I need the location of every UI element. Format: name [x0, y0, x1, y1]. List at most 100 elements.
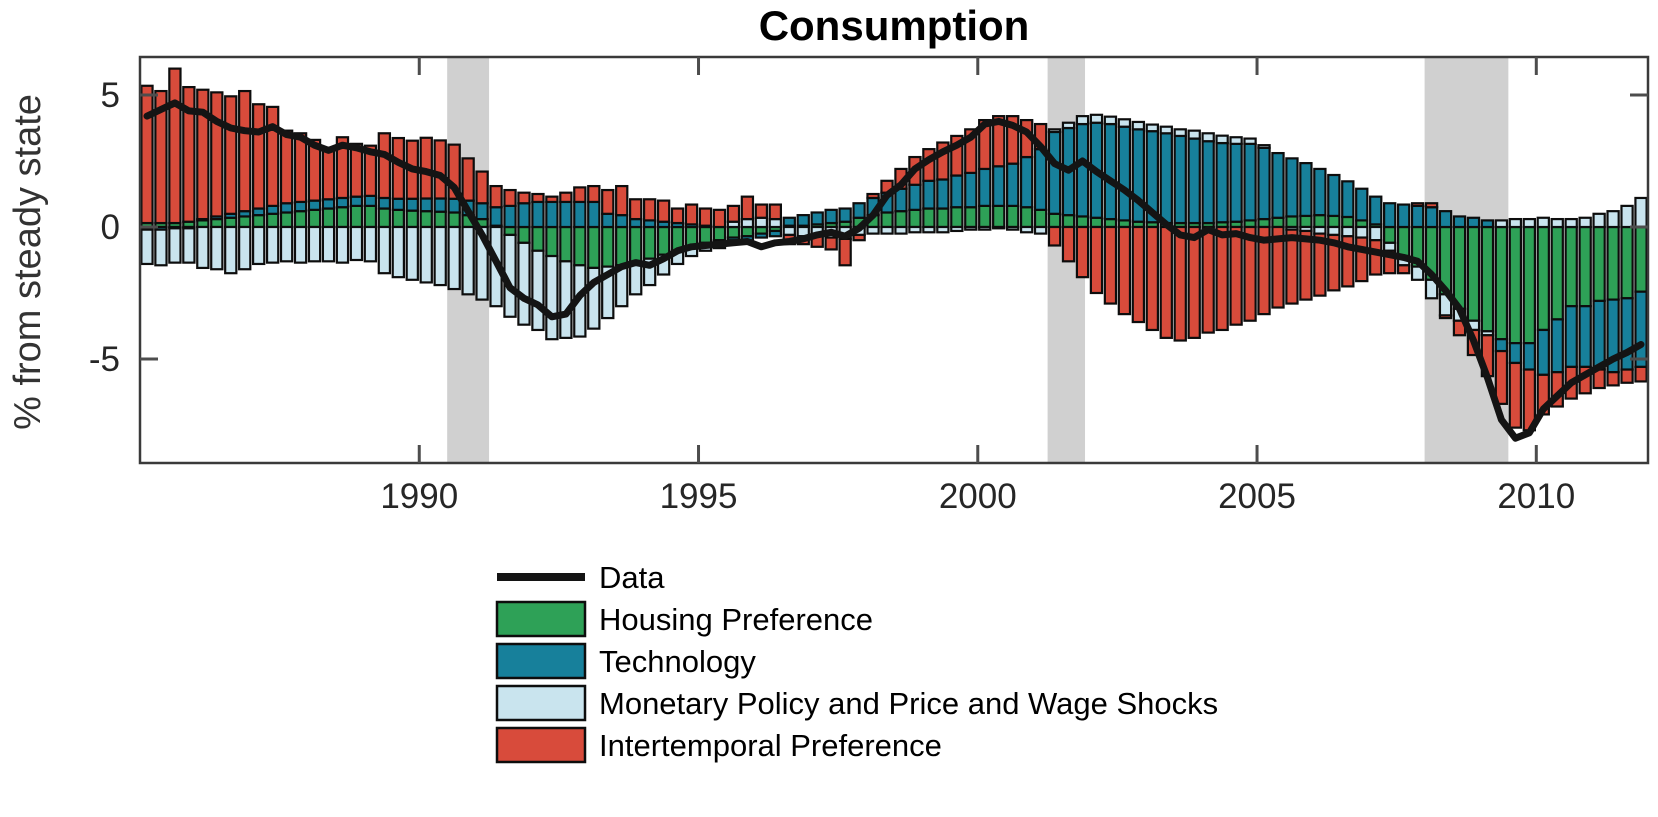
bar-segment-housing — [628, 225, 643, 264]
bar-segment-housing — [1257, 217, 1271, 229]
bar-segment-housing — [936, 207, 950, 229]
bar-segment-intertemporal — [1410, 202, 1425, 207]
bar-segment-monetary — [601, 265, 615, 320]
bar-segment-monetary — [307, 225, 322, 263]
bar-segment-monetary — [168, 227, 182, 264]
bar-segment-housing — [210, 217, 224, 229]
bar-segment-monetary — [1508, 217, 1523, 229]
bar-segment-intertemporal — [335, 136, 350, 200]
bar-segment-technology — [768, 229, 782, 238]
bar-segment-housing — [1620, 225, 1634, 300]
bar-segment-intertemporal — [1424, 202, 1439, 209]
bar-segment-housing — [363, 204, 378, 229]
bar-segment-technology — [1299, 162, 1313, 218]
bar-segment-intertemporal — [1103, 225, 1118, 305]
bar-segment-housing — [307, 208, 322, 229]
legend: Data Housing Preference Technology Monetary… — [495, 560, 1218, 764]
bar-segment-intertemporal — [475, 170, 489, 205]
bar-segment-technology — [1243, 142, 1257, 222]
bar-segment-monetary — [740, 217, 755, 229]
bar-segment-technology — [922, 179, 936, 210]
bar-segment-intertemporal — [768, 203, 782, 221]
legend-label: Intertemporal Preference — [599, 728, 942, 763]
bar-segment-monetary — [1606, 210, 1620, 229]
bar-segment-monetary — [1592, 212, 1606, 229]
bar-segment-technology — [419, 197, 433, 213]
bar-segment-monetary — [419, 225, 433, 284]
bar-segment-housing — [992, 204, 1006, 229]
bar-segment-monetary — [1019, 225, 1034, 234]
bar-segment-monetary — [531, 249, 545, 332]
bar-segment-technology — [1369, 195, 1383, 226]
bar-segment-housing — [1592, 225, 1606, 303]
bar-segment-technology — [1033, 148, 1048, 211]
bar-segment-technology — [1173, 134, 1187, 225]
stacked-bars — [140, 67, 1648, 432]
bar-segment-intertemporal — [517, 191, 531, 205]
bar-segment-technology — [978, 167, 992, 207]
bar-segment-technology — [628, 217, 643, 229]
bar-segment-monetary — [391, 225, 406, 279]
bar-segment-monetary — [628, 261, 643, 296]
bar-segment-technology — [1508, 342, 1523, 365]
legend-item-monetary-policy-and-price-and-wage-shocks: Monetary Policy and Price and Wage Shock… — [495, 684, 1218, 722]
bar-segment-monetary — [1005, 225, 1020, 231]
bar-segment-housing — [1536, 225, 1550, 332]
bar-segment-intertemporal — [1494, 349, 1509, 405]
bar-segment-monetary — [1187, 129, 1201, 140]
bar-segment-intertemporal — [1369, 239, 1383, 276]
bar-segment-intertemporal — [1075, 225, 1090, 279]
bar-segment-housing — [1271, 216, 1285, 229]
bar-segment-housing — [950, 206, 964, 229]
bar-segment-technology — [475, 202, 489, 221]
bar-segment-monetary — [238, 225, 252, 271]
bar-segment-technology — [377, 196, 392, 210]
bar-segment-intertemporal — [559, 191, 573, 204]
bar-segment-monetary — [377, 225, 392, 275]
legend-item-technology: Technology — [495, 642, 756, 680]
bar-segment-technology — [1452, 215, 1467, 229]
bar-segment-monetary — [1369, 225, 1383, 242]
legend-label: Housing Preference — [599, 602, 873, 637]
bar-segment-housing — [391, 208, 406, 229]
bar-segment-monetary — [964, 225, 978, 231]
bar-segment-technology — [1522, 342, 1536, 371]
bar-segment-housing — [1047, 212, 1062, 229]
bar-segment-technology — [1327, 173, 1341, 218]
x-tick-label: 1995 — [660, 477, 738, 516]
bar-segment-intertemporal — [265, 105, 280, 207]
bar-segment-intertemporal — [978, 118, 992, 171]
bar-segment-housing — [573, 225, 587, 267]
bar-segment-technology — [531, 200, 545, 229]
x-tick-label: 2005 — [1218, 477, 1296, 516]
bar-segment-intertemporal — [852, 233, 866, 242]
bar-segment-monetary — [1522, 217, 1536, 229]
bar-segment-technology — [1047, 130, 1062, 215]
bar-segment-housing — [587, 225, 601, 270]
y-tick-label: -5 — [89, 340, 120, 379]
bar-segment-monetary — [894, 225, 908, 235]
bar-segment-technology — [1564, 305, 1578, 369]
bar-segment-housing — [1634, 225, 1648, 293]
bar-segment-technology — [936, 178, 950, 210]
bar-segment-housing — [252, 214, 266, 229]
bar-segment-monetary — [1243, 137, 1257, 145]
bar-segment-technology — [307, 199, 322, 211]
bar-segment-housing — [265, 212, 280, 229]
bar-segment-monetary — [978, 225, 992, 231]
bar-segment-technology — [1075, 122, 1090, 218]
bar-segment-intertemporal — [684, 203, 699, 226]
y-tick-labels: 5 0 -5 — [89, 76, 120, 379]
bar-segment-monetary — [1410, 265, 1425, 281]
bar-segment-intertemporal — [1173, 225, 1187, 342]
bar-segment-technology — [754, 232, 769, 239]
bar-segment-intertemporal — [1299, 229, 1313, 301]
bar-segment-technology — [950, 174, 964, 209]
bar-segment-housing — [1382, 225, 1397, 244]
bar-segment-monetary — [1327, 225, 1341, 237]
bar-segment-intertemporal — [307, 138, 322, 202]
bar-segment-monetary — [1620, 204, 1634, 229]
bar-segment-intertemporal — [531, 192, 545, 204]
bar-segment-housing — [978, 204, 992, 229]
bar-segment-intertemporal — [503, 188, 517, 207]
